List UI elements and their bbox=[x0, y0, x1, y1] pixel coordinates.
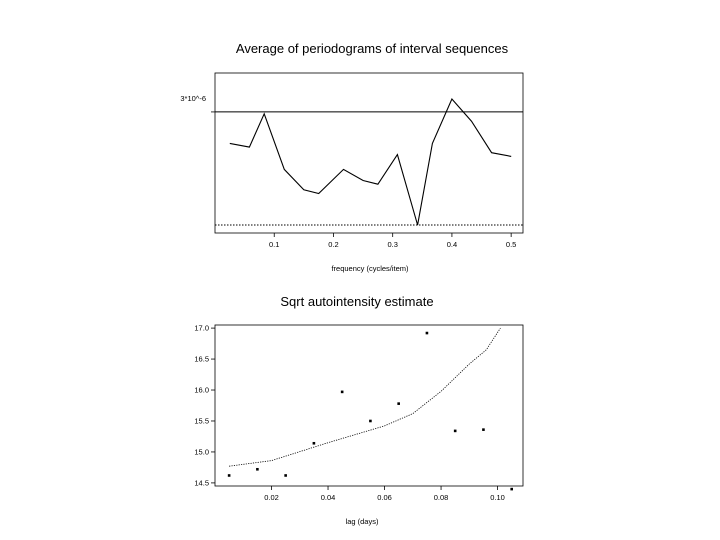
top-chart-x-tick-label: 0.4 bbox=[447, 240, 457, 249]
bottom-chart-point bbox=[482, 428, 485, 431]
bottom-chart-point bbox=[227, 474, 231, 477]
bottom-chart-point bbox=[284, 474, 287, 477]
bottom-chart-point bbox=[453, 429, 457, 433]
bottom-chart-x-tick-label: 0.10 bbox=[490, 493, 505, 502]
top-chart-title: Average of periodograms of interval sequ… bbox=[236, 41, 509, 56]
bottom-chart-plot-area: 14.5 15.0 15.5 16.0 16.5 17.0 0.02 0.04 0.06 0.08… bbox=[194, 324, 524, 502]
top-chart-x-axis-label: frequency (cycles/item) bbox=[331, 264, 409, 273]
bottom-chart-x-tick-label: 0.04 bbox=[321, 493, 336, 502]
top-chart-plot-area: 0.1 0.2 0.3 0.4 0.5 bbox=[211, 72, 524, 249]
top-chart-x-tick-label: 0.2 bbox=[328, 240, 338, 249]
bottom-chart-point bbox=[425, 331, 429, 335]
bottom-chart-point bbox=[256, 467, 259, 471]
bottom-chart-y-tick-label: 15.0 bbox=[194, 447, 209, 456]
bottom-chart-point bbox=[510, 487, 513, 491]
top-chart-series-line bbox=[229, 97, 512, 226]
bottom-chart-title: Sqrt autointensity estimate bbox=[280, 294, 433, 309]
bottom-chart-y-tick-label: 16.5 bbox=[194, 355, 209, 364]
top-chart-x-tick-label: 0.1 bbox=[269, 240, 279, 249]
bottom-chart-frame bbox=[214, 324, 524, 487]
bottom-chart-point bbox=[369, 419, 372, 423]
top-chart-x-tick-label: 0.5 bbox=[506, 240, 516, 249]
bottom-chart-y-tick-label: 15.5 bbox=[194, 416, 209, 425]
bottom-chart-fitted-curve bbox=[229, 327, 501, 467]
bottom-chart-x-tick-label: 0.08 bbox=[434, 493, 449, 502]
bottom-chart-point bbox=[397, 402, 400, 405]
top-chart-y-tick-label: 3*10^-6 bbox=[180, 94, 206, 103]
bottom-chart-y-tick-label: 14.5 bbox=[194, 478, 209, 487]
bottom-chart-y-tick-label: 17.0 bbox=[194, 324, 209, 333]
bottom-chart-point bbox=[340, 390, 344, 394]
bottom-chart-point bbox=[312, 441, 316, 445]
top-chart-x-tick-label: 0.3 bbox=[387, 240, 397, 249]
bottom-chart-x-axis-label: lag (days) bbox=[346, 517, 379, 526]
bottom-chart-y-tick-label: 16.0 bbox=[194, 386, 209, 395]
bottom-chart-x-tick-label: 0.06 bbox=[377, 493, 392, 502]
bottom-chart-x-tick-label: 0.02 bbox=[264, 493, 279, 502]
top-chart-frame bbox=[214, 72, 524, 234]
